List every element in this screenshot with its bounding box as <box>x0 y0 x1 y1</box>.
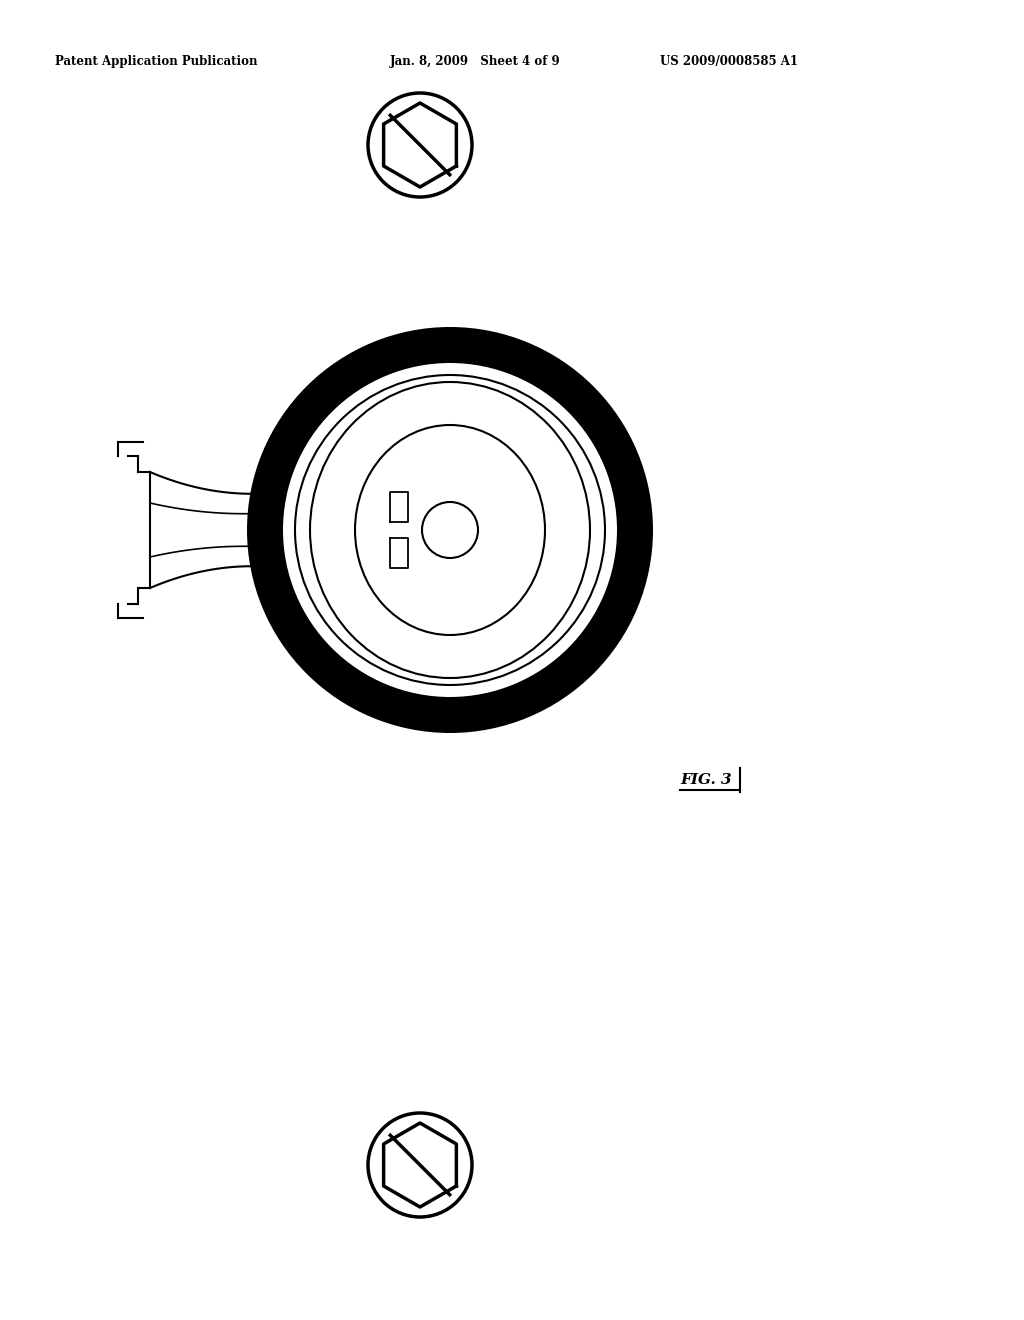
Text: Patent Application Publication: Patent Application Publication <box>55 55 257 69</box>
Text: FIG. 3: FIG. 3 <box>680 774 731 787</box>
Circle shape <box>422 502 478 558</box>
Circle shape <box>282 362 618 698</box>
Text: Jan. 8, 2009   Sheet 4 of 9: Jan. 8, 2009 Sheet 4 of 9 <box>390 55 560 69</box>
Text: US 2009/0008585 A1: US 2009/0008585 A1 <box>660 55 798 69</box>
Polygon shape <box>150 473 281 587</box>
